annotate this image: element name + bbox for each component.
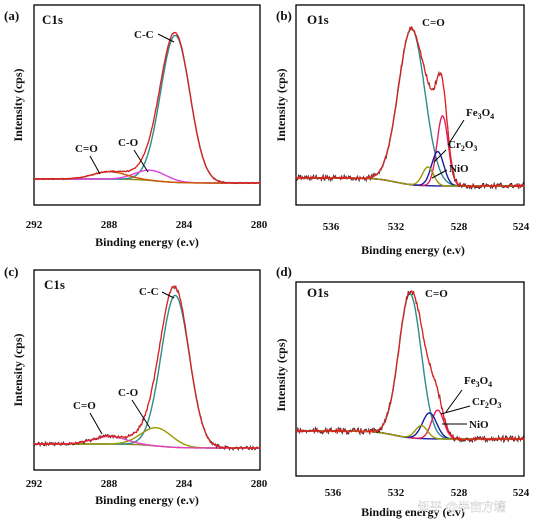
panel-b-annotation-fe3o4: Fe3O4: [466, 107, 494, 121]
panel-b-arrow-fe3o4: [447, 119, 465, 146]
panel-c-tick-280: 280: [251, 478, 268, 490]
panel-c-frame: [33, 269, 261, 471]
panel-d-tick-524: 524: [513, 487, 530, 499]
panel-a-raw-data: [33, 32, 261, 185]
panel-a-spectrum: C1s: [42, 12, 63, 27]
panel-d-envelope: [295, 290, 525, 442]
panel-c-annotation-cc: C-C: [139, 286, 159, 298]
panel-b-annotation-nio: NiO: [449, 163, 469, 175]
panel-d-tick-532: 532: [388, 487, 405, 499]
panel-b-arrow-cr2o3: [433, 149, 447, 163]
panel-b-tick-528: 528: [451, 221, 468, 233]
panel-a-label: (a): [4, 8, 19, 23]
panel-c-envelope: [33, 285, 261, 450]
panel-d-tick-536: 536: [325, 487, 342, 499]
panel-c-label: (c): [4, 264, 18, 279]
panel-a-frame: [33, 4, 261, 206]
panel-b-envelope: [295, 25, 525, 190]
panel-a-tick-292: 292: [26, 219, 43, 231]
panel-a-annotation-cc: C-C: [134, 29, 154, 41]
panel-a: (a) C1s Intensity (cps) Binding energy (…: [4, 4, 268, 249]
panel-b-curves: [295, 25, 525, 191]
panel-c-annotation-co: C-O: [118, 387, 139, 399]
panel-b-tick-536: 536: [323, 221, 340, 233]
panel-d-raw-data: [295, 290, 525, 444]
panel-d-arrow-fe3o4: [445, 389, 463, 413]
panel-b-peak-fe3o4: [296, 114, 524, 187]
panel-b-frame: [295, 4, 525, 206]
panel-c-tick-288: 288: [101, 478, 118, 490]
panel-c-tick-292: 292: [26, 478, 43, 490]
panel-d-label: (d): [276, 264, 292, 279]
panel-b-annotation-c-double-o: C=O: [422, 17, 445, 29]
panel-b-tick-532: 532: [388, 221, 405, 233]
panel-c-arrow-co: [131, 399, 151, 429]
panel-c-arrow-c-double-o: [89, 412, 103, 435]
panel-a-arrow-c-double-o: [89, 155, 101, 175]
panel-b-tick-524: 524: [513, 221, 530, 233]
panel-c-peak-c-c: [34, 294, 260, 449]
panel-d-annotation-nio: NiO: [469, 419, 489, 431]
panel-d-peak-c-o: [296, 292, 524, 440]
panel-a-arrow-cc: [157, 33, 175, 43]
panel-d-annotation-fe3o4: Fe3O4: [464, 375, 492, 389]
panel-d-curves: [295, 290, 525, 444]
panel-a-ylabel: Intensity (cps): [11, 68, 25, 141]
panel-b-ylabel: Intensity (cps): [274, 68, 288, 141]
panel-d-xlabel: Binding energy (e.v): [361, 505, 465, 519]
panel-d-tick-528: 528: [451, 487, 468, 499]
panel-b-label: (b): [276, 8, 292, 23]
watermark-text: 知乎 @半亩方塘: [418, 499, 506, 514]
panel-a-curves: [33, 31, 261, 185]
panel-a-arrow-co: [133, 149, 149, 173]
panel-d-annotation-cr2o3: Cr2O3: [472, 396, 501, 410]
panel-c-ylabel: Intensity (cps): [11, 333, 25, 406]
panel-a-peak-c-c: [34, 34, 260, 184]
panel-d: (d) O1s Intensity (cps) Binding energy (…: [274, 264, 530, 519]
panel-b-arrow-nio: [431, 169, 448, 179]
panel-a-tick-280: 280: [251, 219, 268, 231]
panel-c-curves: [33, 285, 261, 452]
panel-b-peak-nio: [296, 166, 524, 187]
panel-c-spectrum: C1s: [44, 277, 65, 292]
panel-d-arrow-cr2o3: [440, 405, 471, 415]
panel-b-spectrum: O1s: [307, 12, 329, 27]
panel-d-frame: [295, 281, 525, 477]
panel-a-tick-284: 284: [176, 219, 193, 231]
panel-c-xlabel: Binding energy (e.v): [95, 493, 199, 507]
panel-a-envelope: [34, 31, 261, 185]
panel-c-tick-284: 284: [176, 478, 193, 490]
panel-a-xlabel: Binding energy (e.v): [95, 235, 199, 249]
panel-c: (c) C1s Intensity (cps) Binding energy (…: [4, 264, 268, 507]
panel-d-spectrum: O1s: [307, 285, 329, 300]
panel-b-xlabel: Binding energy (e.v): [361, 243, 465, 257]
panel-a-annotation-c-double-o: C=O: [75, 143, 98, 155]
panel-c-arrow-cc: [161, 291, 175, 299]
panel-a-peak-c-o: [34, 169, 260, 184]
panel-d-ylabel: Intensity (cps): [274, 338, 288, 411]
panel-a-tick-288: 288: [101, 219, 118, 231]
panel-c-annotation-c-double-o: C=O: [73, 400, 96, 412]
panel-b: (b) O1s Intensity (cps) Binding energy (…: [274, 4, 530, 257]
panel-a-annotation-co: C-O: [118, 137, 139, 149]
panel-b-annotation-cr2o3: Cr2O3: [448, 139, 477, 153]
panel-d-annotation-c-double-o: C=O: [425, 288, 448, 300]
panel-a-peak-c-o: [34, 171, 260, 184]
